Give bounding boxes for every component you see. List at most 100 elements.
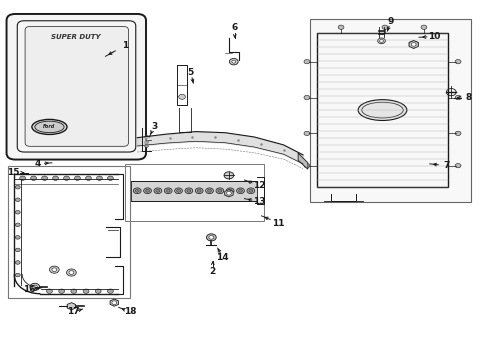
Circle shape [454,59,460,64]
Circle shape [248,189,252,192]
Circle shape [32,285,37,289]
Circle shape [208,235,213,239]
FancyBboxPatch shape [6,14,146,159]
Circle shape [226,192,231,195]
Bar [310,19,470,202]
Circle shape [144,141,148,144]
Polygon shape [67,303,76,310]
Circle shape [226,188,234,194]
Text: 17: 17 [66,307,79,316]
Circle shape [107,176,113,180]
Circle shape [304,95,309,100]
Text: 10: 10 [427,32,440,41]
Circle shape [41,176,47,180]
Circle shape [377,38,385,44]
Text: 18: 18 [123,307,136,316]
Circle shape [206,234,216,241]
Circle shape [304,59,309,64]
Text: 7: 7 [443,161,449,170]
Circle shape [53,176,59,180]
Circle shape [144,144,148,147]
Circle shape [135,189,139,192]
Circle shape [107,289,113,293]
Circle shape [31,176,37,180]
Circle shape [71,289,77,293]
Circle shape [63,176,69,180]
Circle shape [178,94,185,99]
Circle shape [205,188,213,194]
Circle shape [207,189,211,192]
Polygon shape [408,41,418,48]
Text: 14: 14 [216,253,228,262]
Circle shape [144,135,148,138]
Circle shape [83,289,89,293]
Polygon shape [298,153,307,169]
Circle shape [15,211,20,214]
Polygon shape [110,299,118,306]
Circle shape [410,42,415,46]
Circle shape [15,261,20,264]
Text: 16: 16 [22,285,35,294]
Circle shape [218,189,222,192]
Circle shape [20,176,25,180]
Circle shape [224,172,233,179]
Circle shape [337,25,343,30]
Circle shape [195,188,203,194]
Text: 12: 12 [252,181,265,190]
Text: 1: 1 [122,41,128,50]
Circle shape [49,266,59,273]
Circle shape [46,289,52,293]
Circle shape [216,188,224,194]
Circle shape [15,273,20,277]
Circle shape [96,176,102,180]
Circle shape [174,188,182,194]
Circle shape [74,176,80,180]
Circle shape [166,189,170,192]
Circle shape [304,131,309,135]
Circle shape [66,269,76,276]
Circle shape [238,189,242,192]
Bar [316,33,447,187]
Circle shape [59,289,64,293]
Polygon shape [224,190,233,197]
Circle shape [15,198,20,202]
Bar [8,166,130,298]
Circle shape [133,188,141,194]
Text: 9: 9 [387,17,393,26]
Ellipse shape [35,121,64,133]
Circle shape [229,58,238,65]
Circle shape [381,25,387,30]
Circle shape [112,301,117,305]
Circle shape [154,188,162,194]
Ellipse shape [32,120,67,134]
Circle shape [15,235,20,239]
Circle shape [454,131,460,135]
Text: SUPER DUTY: SUPER DUTY [51,33,101,40]
Text: 13: 13 [252,197,265,206]
Circle shape [228,189,232,192]
Circle shape [164,188,172,194]
Text: 8: 8 [465,93,471,102]
Circle shape [52,268,57,271]
Circle shape [231,60,235,63]
Circle shape [156,189,160,192]
Circle shape [176,189,180,192]
Text: 6: 6 [231,23,237,32]
Circle shape [145,189,149,192]
Text: 5: 5 [187,68,194,77]
Text: 4: 4 [34,159,41,168]
Circle shape [379,40,383,42]
Text: 2: 2 [209,267,216,276]
Circle shape [95,289,101,293]
Circle shape [85,176,91,180]
Circle shape [143,188,151,194]
Bar [125,164,264,221]
Circle shape [246,188,254,194]
Circle shape [304,163,309,168]
Circle shape [236,188,244,194]
Bar [131,181,256,201]
Circle shape [30,283,40,291]
Text: 11: 11 [272,219,285,228]
Text: 15: 15 [7,168,19,177]
Circle shape [454,95,460,100]
